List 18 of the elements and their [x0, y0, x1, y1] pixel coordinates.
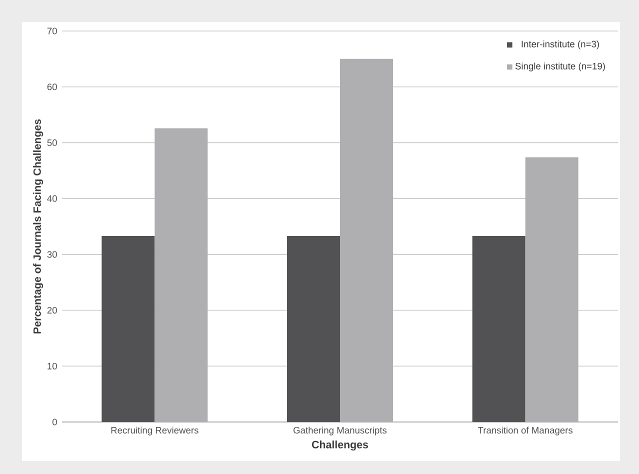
y-tick-label: 10: [48, 362, 57, 370]
y-tick-label: 0: [52, 418, 57, 426]
x-tick-label: Recruiting Reviewers: [111, 426, 198, 436]
y-tick-label: 60: [47, 84, 57, 90]
x-tick-label: Transition of Managers: [478, 426, 573, 436]
y-tick-label: 50: [47, 139, 57, 146]
x-axis-title: Challenges: [312, 440, 368, 451]
bar: [102, 236, 155, 422]
y-axis-title: Percentage of Journals Facing Challenges: [33, 119, 44, 334]
legend-label: Inter-institute (n=3): [522, 40, 599, 50]
y-tick-label: 40: [47, 195, 57, 202]
x-tick-label: Gathering Manuscripts: [294, 426, 387, 436]
bar: [472, 236, 526, 422]
bar: [287, 236, 340, 422]
legend-label: Single institute (n=19): [515, 62, 605, 72]
y-tick-label: 70: [47, 28, 57, 34]
y-tick-label: 30: [47, 251, 57, 258]
y-tick-label: 20: [47, 306, 57, 314]
